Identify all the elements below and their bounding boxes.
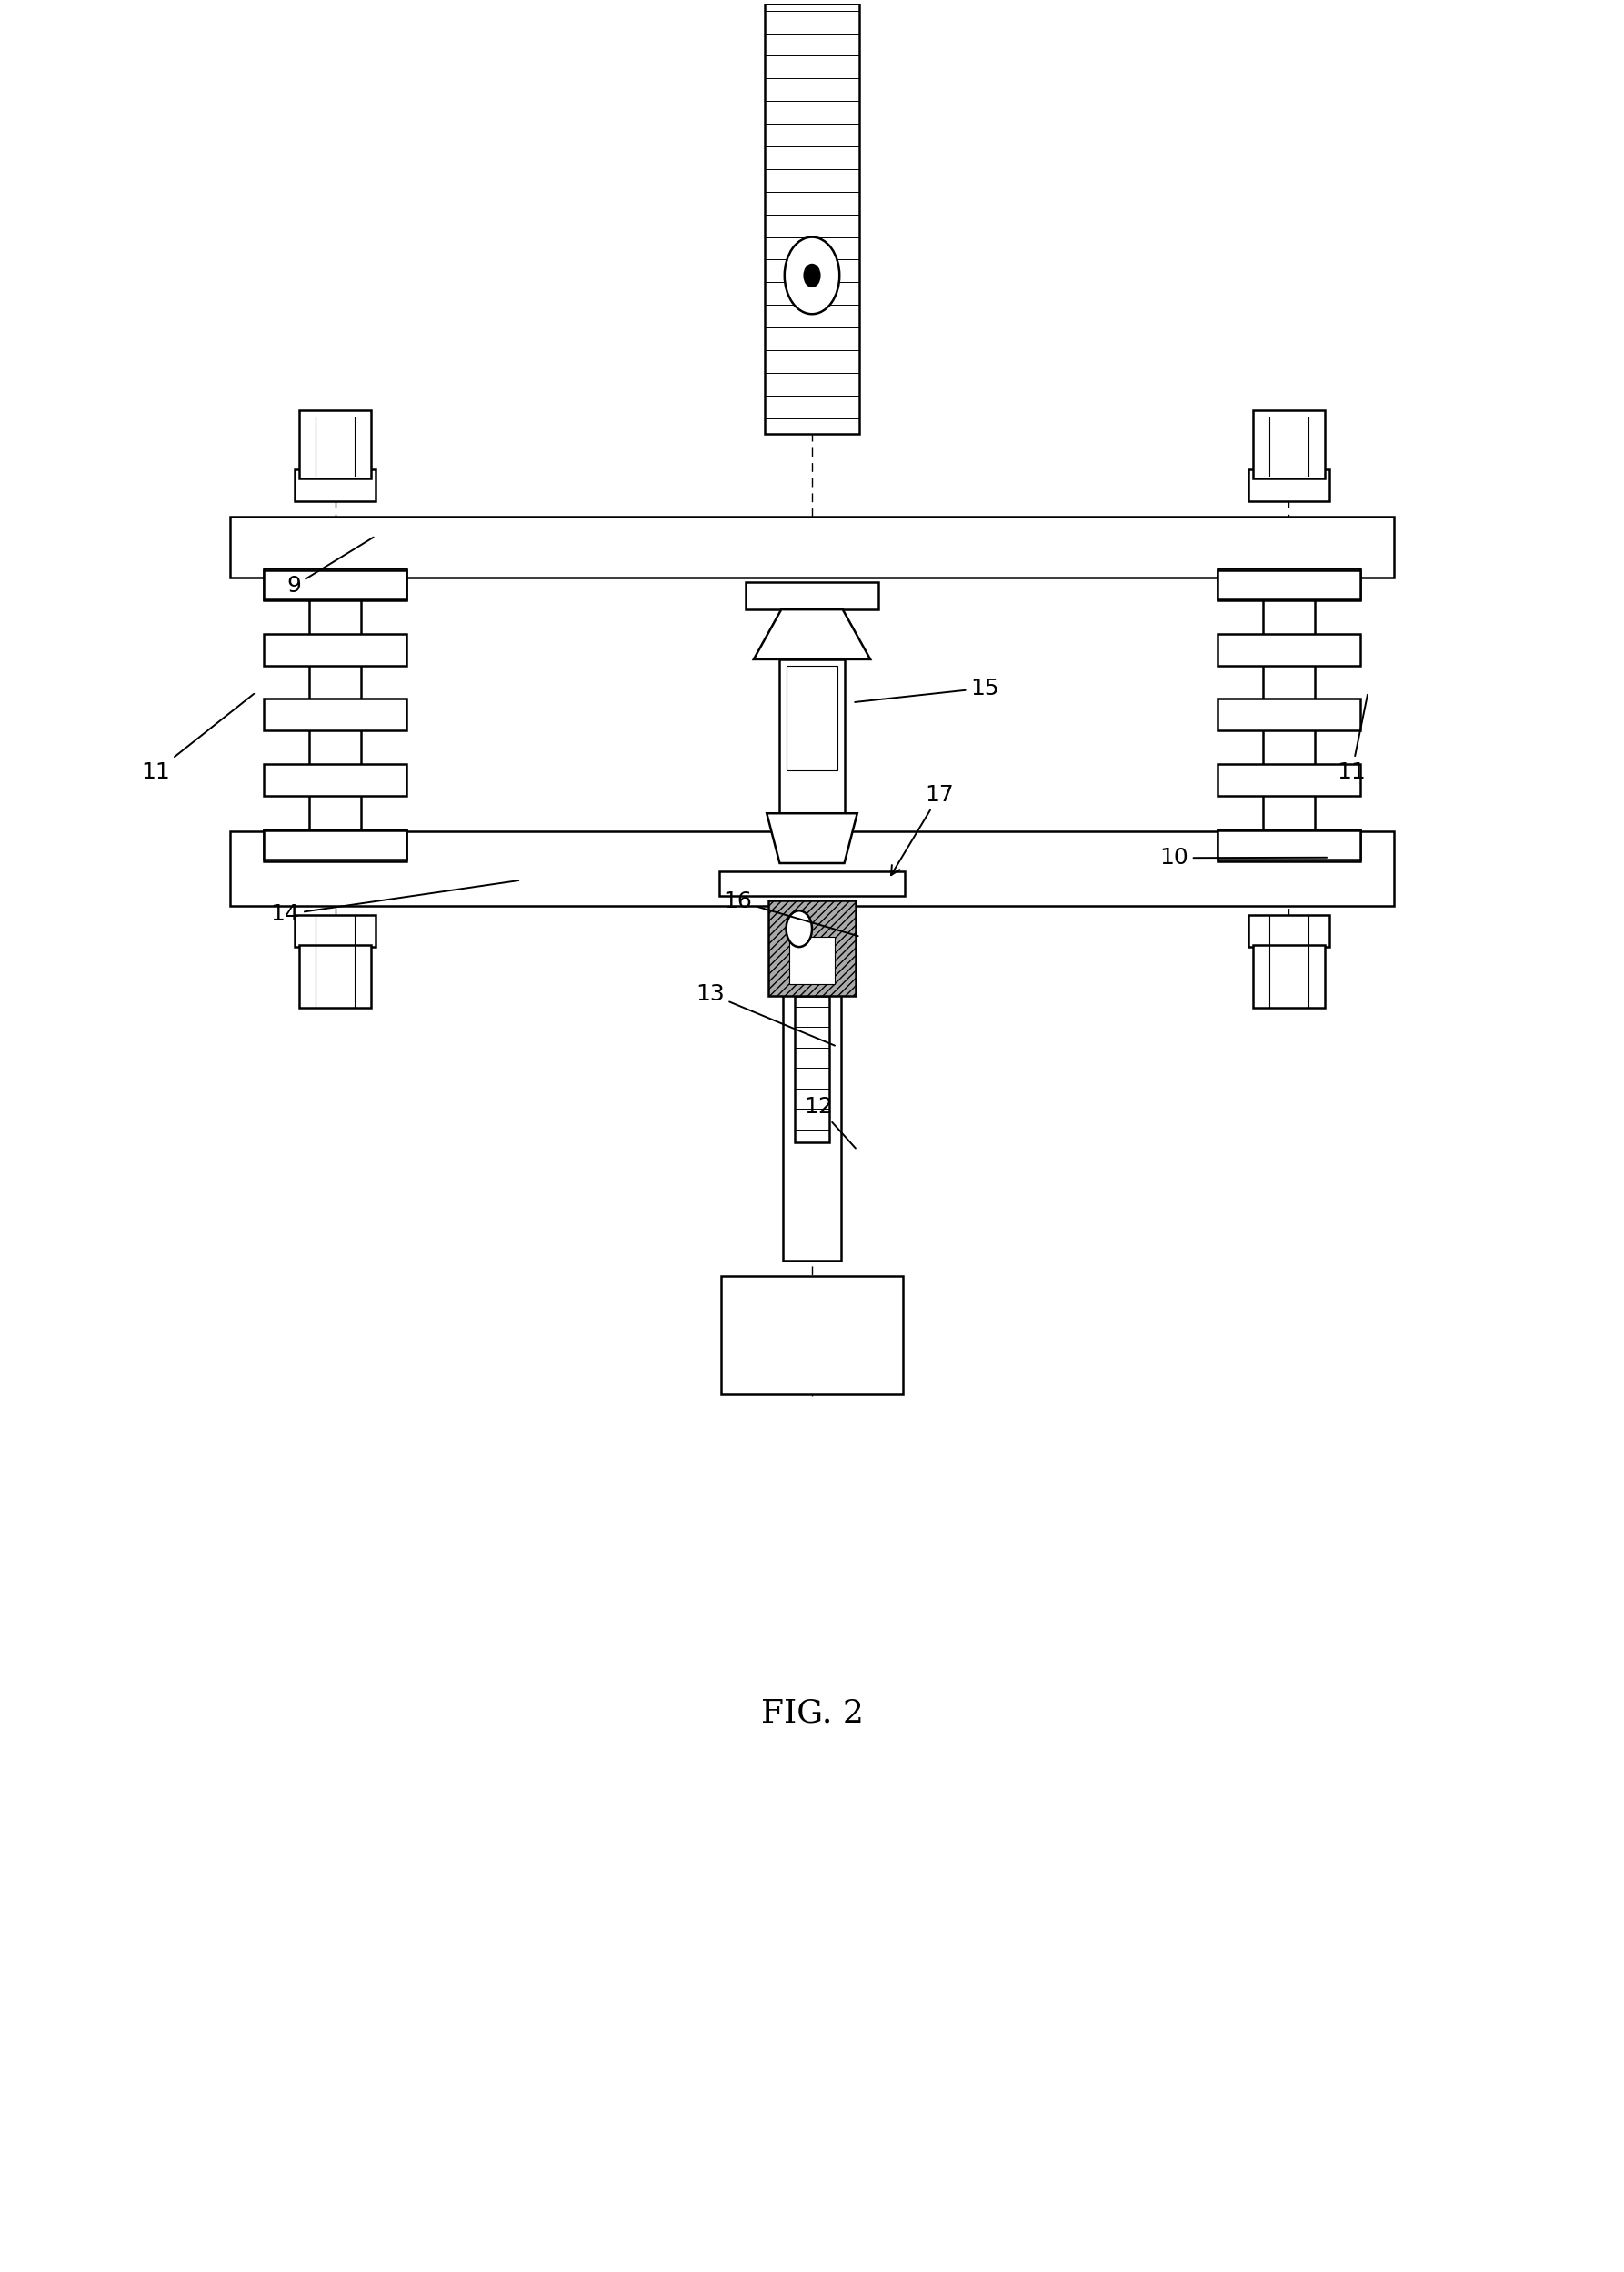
Bar	[265, 568, 406, 600]
Circle shape	[804, 264, 820, 286]
Bar	[745, 582, 879, 609]
Polygon shape	[754, 609, 870, 659]
Bar	[780, 659, 844, 813]
Text: 16: 16	[723, 891, 857, 936]
Bar	[1218, 634, 1359, 666]
Text: 11: 11	[1337, 695, 1367, 784]
Bar	[318, 548, 351, 868]
Text: 14: 14	[271, 882, 518, 925]
Bar	[1249, 916, 1330, 947]
Bar	[294, 468, 375, 500]
Bar	[1273, 548, 1306, 868]
Text: 9: 9	[287, 536, 374, 598]
Bar	[783, 950, 841, 1261]
Bar	[265, 829, 406, 861]
Bar	[1218, 568, 1359, 600]
Text: 15: 15	[854, 677, 999, 702]
Bar	[789, 936, 835, 984]
Bar	[299, 945, 370, 1009]
Bar	[1218, 829, 1359, 859]
Circle shape	[784, 236, 840, 314]
Bar	[309, 584, 361, 845]
Bar	[265, 763, 406, 795]
Bar	[265, 634, 406, 666]
Bar	[265, 570, 406, 600]
Bar	[788, 666, 836, 770]
Text: FIG. 2: FIG. 2	[760, 1697, 864, 1729]
Polygon shape	[767, 813, 857, 863]
Bar	[765, 5, 859, 434]
Bar	[776, 909, 848, 950]
Bar	[231, 516, 1393, 577]
Text: 13: 13	[695, 984, 835, 1045]
Bar	[721, 1277, 903, 1395]
Bar	[299, 411, 370, 477]
Text: 11: 11	[141, 693, 253, 784]
Bar	[1218, 763, 1359, 795]
Bar	[1254, 411, 1325, 477]
Bar	[294, 916, 375, 947]
Bar	[265, 700, 406, 732]
Circle shape	[786, 911, 812, 947]
Bar	[768, 900, 856, 995]
Bar	[231, 832, 1393, 907]
Text: 12: 12	[804, 1095, 856, 1147]
Bar	[1249, 468, 1330, 500]
Bar	[1218, 829, 1359, 861]
Bar	[1218, 570, 1359, 600]
Bar	[719, 870, 905, 895]
Text: 10: 10	[1160, 847, 1327, 868]
Bar	[796, 995, 828, 1143]
Bar	[1254, 945, 1325, 1009]
Bar	[1218, 700, 1359, 732]
Bar	[1263, 584, 1315, 845]
Text: 17: 17	[892, 784, 953, 875]
Bar	[265, 829, 406, 859]
